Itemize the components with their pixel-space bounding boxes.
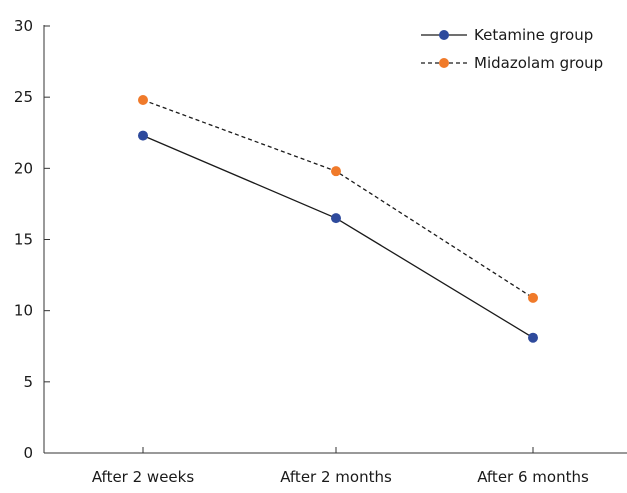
series-line (142, 134, 534, 339)
legend-label: Ketamine group (474, 26, 593, 44)
x-tick-label: After 6 months (477, 468, 589, 486)
x-tick-label: After 2 weeks (92, 468, 195, 486)
y-tick-label: 25 (14, 88, 33, 106)
data-point (528, 332, 538, 343)
y-tick-label: 0 (23, 444, 33, 462)
data-point (528, 292, 538, 303)
legend: Ketamine group Midazolam group (421, 26, 603, 72)
legend-marker (439, 58, 449, 68)
axes: 0 5 10 15 20 25 30 After 2 weeks After 2 months A… (14, 17, 627, 486)
y-tick-label: 15 (14, 231, 33, 249)
legend-item: Ketamine group (421, 26, 593, 44)
y-tick-label: 20 (14, 159, 33, 177)
legend-marker (439, 30, 449, 40)
series-ketamine (138, 130, 538, 343)
data-point (331, 213, 341, 224)
x-tick-label: After 2 months (280, 468, 392, 486)
data-point (138, 130, 148, 141)
y-tick-label: 30 (14, 17, 33, 35)
series-line (142, 99, 534, 299)
legend-label: Midazolam group (474, 54, 603, 72)
series-midazolam (138, 95, 538, 303)
legend-item: Midazolam group (421, 54, 603, 72)
series-layer (138, 95, 538, 343)
data-point (331, 166, 341, 177)
data-point (138, 95, 148, 106)
y-tick-label: 10 (14, 302, 33, 320)
y-tick-label: 5 (23, 373, 33, 391)
